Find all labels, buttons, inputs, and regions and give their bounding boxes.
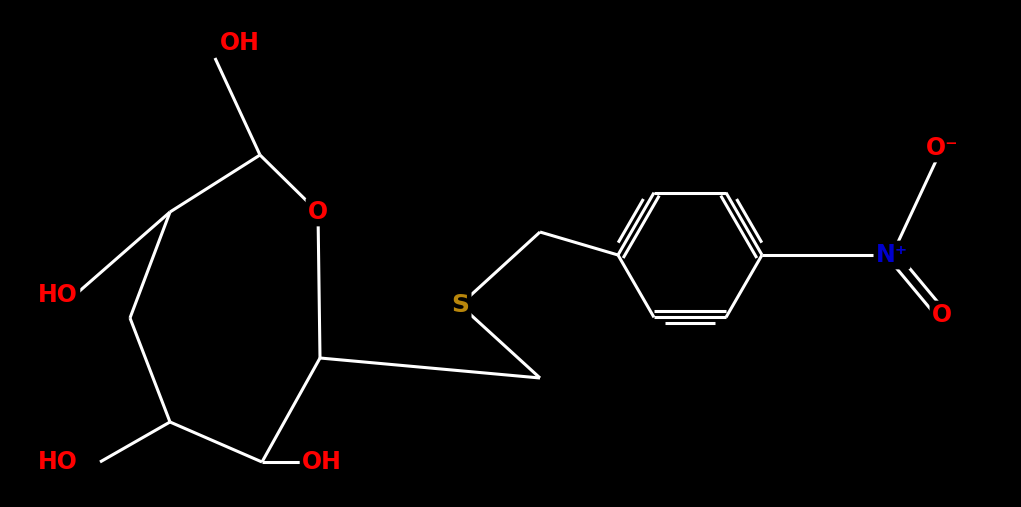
Text: S: S — [451, 293, 469, 317]
Text: OH: OH — [302, 450, 342, 474]
Text: HO: HO — [38, 450, 78, 474]
Text: O⁻: O⁻ — [926, 136, 959, 160]
Text: HO: HO — [38, 283, 78, 307]
Text: N⁺: N⁺ — [876, 243, 908, 267]
Text: OH: OH — [221, 31, 260, 55]
Text: O: O — [308, 200, 328, 224]
Text: O: O — [932, 303, 952, 327]
